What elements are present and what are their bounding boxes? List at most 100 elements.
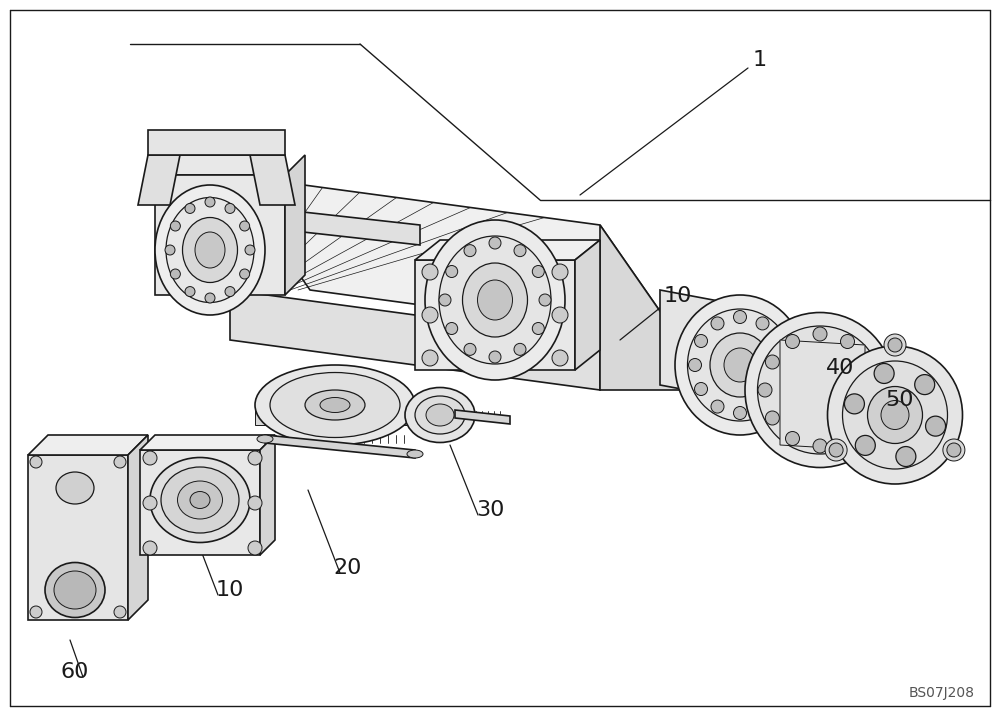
- Ellipse shape: [943, 439, 965, 461]
- Circle shape: [861, 411, 875, 425]
- Text: 20: 20: [334, 558, 362, 578]
- Ellipse shape: [439, 236, 551, 364]
- Circle shape: [786, 334, 800, 349]
- Ellipse shape: [463, 263, 528, 337]
- Circle shape: [711, 400, 724, 413]
- Polygon shape: [260, 435, 275, 555]
- Circle shape: [185, 286, 195, 296]
- Circle shape: [248, 541, 262, 555]
- Circle shape: [813, 327, 827, 341]
- Circle shape: [552, 350, 568, 366]
- Polygon shape: [740, 305, 780, 420]
- Ellipse shape: [255, 365, 415, 445]
- Polygon shape: [455, 410, 510, 424]
- Ellipse shape: [178, 481, 223, 519]
- Text: BS07J208: BS07J208: [909, 686, 975, 700]
- Circle shape: [711, 317, 724, 330]
- Ellipse shape: [825, 439, 847, 461]
- Ellipse shape: [425, 220, 565, 380]
- Polygon shape: [660, 290, 740, 400]
- Polygon shape: [155, 175, 285, 295]
- Circle shape: [225, 203, 235, 213]
- Text: 30: 30: [476, 500, 504, 520]
- Ellipse shape: [190, 491, 210, 508]
- Circle shape: [143, 496, 157, 510]
- Polygon shape: [148, 130, 285, 155]
- Circle shape: [758, 383, 772, 397]
- Circle shape: [170, 221, 180, 231]
- Circle shape: [30, 456, 42, 468]
- Circle shape: [248, 451, 262, 465]
- Polygon shape: [230, 290, 600, 390]
- Ellipse shape: [54, 571, 96, 609]
- Ellipse shape: [270, 372, 400, 437]
- Circle shape: [464, 245, 476, 256]
- Circle shape: [240, 269, 250, 279]
- Polygon shape: [285, 155, 305, 295]
- Circle shape: [225, 286, 235, 296]
- Circle shape: [205, 293, 215, 303]
- Polygon shape: [780, 340, 865, 450]
- Ellipse shape: [257, 435, 273, 443]
- Circle shape: [778, 359, 792, 372]
- Polygon shape: [230, 175, 680, 340]
- Ellipse shape: [183, 218, 238, 283]
- Polygon shape: [415, 240, 600, 260]
- Circle shape: [514, 344, 526, 355]
- Ellipse shape: [150, 458, 250, 543]
- Circle shape: [532, 322, 544, 334]
- Polygon shape: [415, 260, 575, 370]
- Ellipse shape: [688, 309, 792, 421]
- Circle shape: [165, 245, 175, 255]
- Ellipse shape: [710, 333, 770, 397]
- Ellipse shape: [166, 198, 254, 302]
- Circle shape: [695, 382, 708, 395]
- Circle shape: [840, 432, 854, 445]
- Circle shape: [896, 447, 916, 467]
- Circle shape: [695, 334, 708, 347]
- Ellipse shape: [407, 450, 423, 458]
- Circle shape: [786, 432, 800, 445]
- Ellipse shape: [745, 312, 895, 468]
- Polygon shape: [128, 435, 148, 620]
- Ellipse shape: [426, 404, 454, 426]
- Polygon shape: [285, 210, 420, 245]
- Circle shape: [143, 451, 157, 465]
- Ellipse shape: [45, 563, 105, 617]
- Circle shape: [756, 317, 769, 330]
- Circle shape: [868, 383, 882, 397]
- Ellipse shape: [784, 353, 856, 427]
- Circle shape: [185, 203, 195, 213]
- Ellipse shape: [800, 369, 840, 410]
- Ellipse shape: [842, 361, 948, 469]
- Circle shape: [552, 307, 568, 323]
- Ellipse shape: [155, 185, 265, 315]
- Circle shape: [926, 416, 946, 436]
- Text: 10: 10: [664, 286, 692, 306]
- Circle shape: [772, 334, 785, 347]
- Polygon shape: [575, 240, 600, 370]
- Polygon shape: [140, 435, 275, 450]
- Circle shape: [734, 407, 746, 420]
- Ellipse shape: [868, 387, 922, 443]
- Ellipse shape: [478, 280, 512, 320]
- Circle shape: [422, 307, 438, 323]
- Circle shape: [422, 350, 438, 366]
- Circle shape: [855, 435, 875, 455]
- Polygon shape: [155, 155, 285, 175]
- Circle shape: [915, 374, 935, 395]
- Circle shape: [756, 400, 769, 413]
- Circle shape: [772, 382, 785, 395]
- Circle shape: [947, 443, 961, 457]
- Polygon shape: [600, 225, 680, 390]
- Text: 10: 10: [216, 580, 244, 600]
- Circle shape: [422, 264, 438, 280]
- Text: 50: 50: [886, 390, 914, 410]
- Circle shape: [205, 197, 215, 207]
- Circle shape: [170, 269, 180, 279]
- Circle shape: [245, 245, 255, 255]
- Circle shape: [514, 245, 526, 256]
- Circle shape: [874, 364, 894, 384]
- Polygon shape: [28, 435, 148, 455]
- Circle shape: [539, 294, 551, 306]
